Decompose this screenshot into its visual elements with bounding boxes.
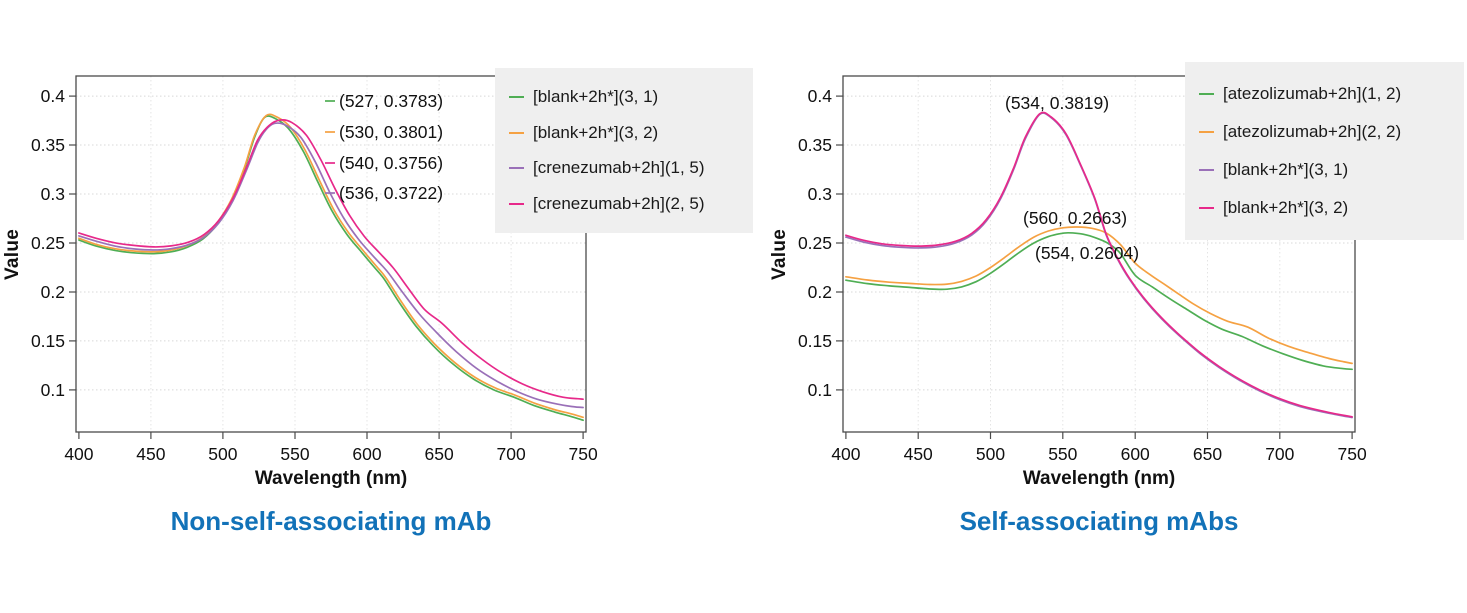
peak-annotation: (527, 0.3783)	[339, 91, 443, 111]
y-tick-label: 0.35	[798, 135, 832, 155]
y-axis-title: Value	[769, 228, 790, 280]
legend-swatch-icon	[509, 131, 524, 134]
y-tick-label: 0.3	[808, 184, 832, 204]
peak-annotation: (554, 0.2604)	[1035, 243, 1139, 263]
y-tick-label: 0.4	[808, 86, 833, 106]
y-tick-label: 0.3	[41, 184, 65, 204]
plot-area: 0.1 0.15 0.2 0.25 0.3 0.35 0.4 400 450 500 550 600 6…	[798, 75, 1367, 464]
legend-item: [crenezumab+2h](1, 5)	[509, 158, 747, 178]
legend-label: [crenezumab+2h](2, 5)	[533, 193, 705, 213]
y-tick-label: 0.25	[798, 233, 832, 253]
plot-border	[75, 75, 587, 433]
chart-non-self-associating: 0.1 0.15 0.2 0.25 0.3 0.35 0.4 400 450 500 550 600 6…	[2, 68, 753, 536]
legend-label: [blank+2h*](3, 1)	[533, 87, 659, 107]
y-tick-label: 0.15	[798, 331, 832, 351]
peak-annotation: (536, 0.3722)	[339, 183, 443, 203]
y-tick-label: 0.25	[31, 233, 65, 253]
legend-item: [atezolizumab+2h](2, 2)	[1199, 122, 1458, 142]
line-plot-non-self-associating: 0.1 0.15 0.2 0.25 0.3 0.35 0.4 400 450 500 550 600 6…	[31, 75, 598, 464]
y-tick-label: 0.2	[41, 282, 65, 302]
x-tick-label: 750	[1337, 444, 1366, 464]
x-tick-label: 650	[424, 444, 453, 464]
x-tick-label: 700	[1265, 444, 1294, 464]
x-tick-label: 400	[831, 444, 860, 464]
series-line [crenezumab+2h](1, 5)	[78, 122, 584, 409]
chart-title: Self-associating mAbs	[959, 506, 1239, 536]
x-axis-title: Wavelength (nm)	[1022, 468, 1176, 489]
chart-title: Non-self-associating mAb	[170, 506, 492, 536]
legend-swatch-icon	[1199, 207, 1214, 209]
chart-self-associating: 0.1 0.15 0.2 0.25 0.3 0.35 0.4 400 450 500 550 600 6…	[767, 0, 1467, 613]
legend: [atezolizumab+2h](1, 2) [atezolizumab+2h]…	[1185, 62, 1464, 240]
series-line [atezolizumab+2h](2, 2)	[845, 226, 1353, 365]
x-tick-label: 450	[136, 444, 165, 464]
plot-area: 0.1 0.15 0.2 0.25 0.3 0.35 0.4 400 450 500 550 600 6…	[31, 75, 598, 464]
legend-label: [blank+2h*](3, 2)	[1223, 198, 1349, 217]
legend-item: [blank+2h*](3, 1)	[509, 87, 747, 107]
y-tick-label: 0.1	[808, 380, 832, 400]
legend-swatch-icon	[509, 167, 524, 170]
legend-item: [atezolizumab+2h](1, 2)	[1199, 84, 1458, 104]
legend-label: [blank+2h*](3, 2)	[533, 122, 659, 142]
peak-annotation: (530, 0.3801)	[339, 122, 443, 142]
x-tick-label: 450	[904, 444, 933, 464]
y-tick-label: 0.35	[31, 135, 65, 155]
peak-annotation: (560, 0.2663)	[1023, 208, 1127, 228]
legend-label: [atezolizumab+2h](2, 2)	[1223, 122, 1402, 141]
series-line [atezolizumab+2h](1, 2)	[845, 231, 1353, 371]
legend-swatch-icon	[1199, 93, 1214, 95]
plot-border	[842, 75, 1356, 433]
x-tick-label: 600	[352, 444, 381, 464]
series-line [crenezumab+2h](2, 5)	[78, 118, 584, 401]
peak-annotation: (534, 0.3819)	[1005, 93, 1109, 113]
legend-item: [blank+2h*](3, 2)	[1199, 198, 1458, 218]
x-tick-label: 750	[568, 444, 597, 464]
x-axis-title: Wavelength (nm)	[254, 468, 408, 489]
legend-item: [crenezumab+2h](2, 5)	[509, 194, 747, 214]
line-plot-self-associating: 0.1 0.15 0.2 0.25 0.3 0.35 0.4 400 450 500 550 600 6…	[798, 75, 1367, 464]
x-tick-label: 600	[1121, 444, 1150, 464]
y-axis-title: Value	[2, 228, 23, 280]
y-tick-label: 0.4	[41, 86, 66, 106]
x-tick-label: 400	[64, 444, 93, 464]
legend: [blank+2h*](3, 1) [blank+2h*](3, 2) [crene…	[495, 68, 753, 233]
x-tick-label: 550	[1048, 444, 1077, 464]
legend-swatch-icon	[509, 202, 524, 205]
peak-annotation: (540, 0.3756)	[339, 153, 443, 173]
legend-swatch-icon	[509, 96, 524, 99]
y-tick-label: 0.2	[808, 282, 832, 302]
legend-swatch-icon	[1199, 131, 1214, 133]
legend-item: [blank+2h*](3, 2)	[509, 123, 747, 143]
x-tick-label: 650	[1193, 444, 1222, 464]
legend-item: [blank+2h*](3, 1)	[1199, 160, 1458, 180]
x-tick-label: 700	[496, 444, 525, 464]
y-tick-label: 0.15	[31, 331, 65, 351]
series-line [blank+2h*](3, 1)	[78, 115, 584, 422]
legend-label: [blank+2h*](3, 1)	[1223, 160, 1349, 179]
legend-label: [crenezumab+2h](1, 5)	[533, 158, 705, 178]
series-line [blank+2h*](3, 2)	[78, 113, 584, 419]
x-tick-label: 500	[976, 444, 1005, 464]
y-tick-label: 0.1	[41, 380, 65, 400]
legend-swatch-icon	[1199, 169, 1214, 171]
x-tick-label: 550	[280, 444, 309, 464]
legend-label: [atezolizumab+2h](1, 2)	[1223, 84, 1402, 103]
x-tick-label: 500	[208, 444, 237, 464]
series-line [blank+2h*](3, 2)	[845, 111, 1353, 418]
